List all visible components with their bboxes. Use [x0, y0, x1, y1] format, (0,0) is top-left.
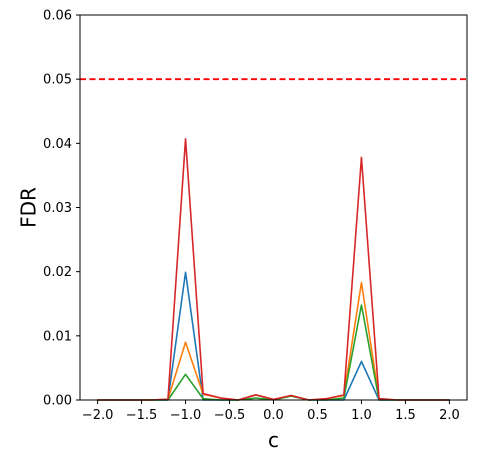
y-axis-label: FDR: [17, 187, 41, 228]
x-tick-label: 0.5: [307, 408, 328, 423]
x-axis-label: c: [268, 428, 279, 452]
y-tick-label: 0.05: [43, 73, 72, 88]
y-tick-label: 0.01: [43, 329, 72, 344]
x-tick-label: −2.0: [82, 408, 114, 423]
y-tick-label: 0.04: [43, 137, 72, 152]
series-line-4: [96, 138, 451, 401]
y-tick-label: 0.02: [43, 265, 72, 280]
y-tick-label: 0.03: [43, 201, 72, 216]
series-line-3: [96, 304, 451, 401]
x-tick-label: −0.5: [214, 408, 246, 423]
y-tick-label: 0.06: [43, 9, 72, 24]
y-tick-label: 0.00: [43, 394, 72, 409]
axes-layer: −2.0 −1.5 −1.0 −0.5 0.0 0.5 1.0 1.5 2.0 0.00 0.01 0…: [43, 9, 468, 423]
x-tick-label: 1.5: [395, 408, 416, 423]
x-tick-label: −1.0: [170, 408, 202, 423]
series-line-1: [96, 271, 451, 401]
series-layer: [80, 78, 467, 401]
series-line-2: [96, 281, 451, 401]
x-tick-label: −1.5: [126, 408, 158, 423]
x-tick-label: 2.0: [439, 408, 460, 423]
x-tick-label: 1.0: [351, 408, 372, 423]
x-tick-label: 0.0: [263, 408, 284, 423]
plot-frame: [79, 14, 468, 401]
